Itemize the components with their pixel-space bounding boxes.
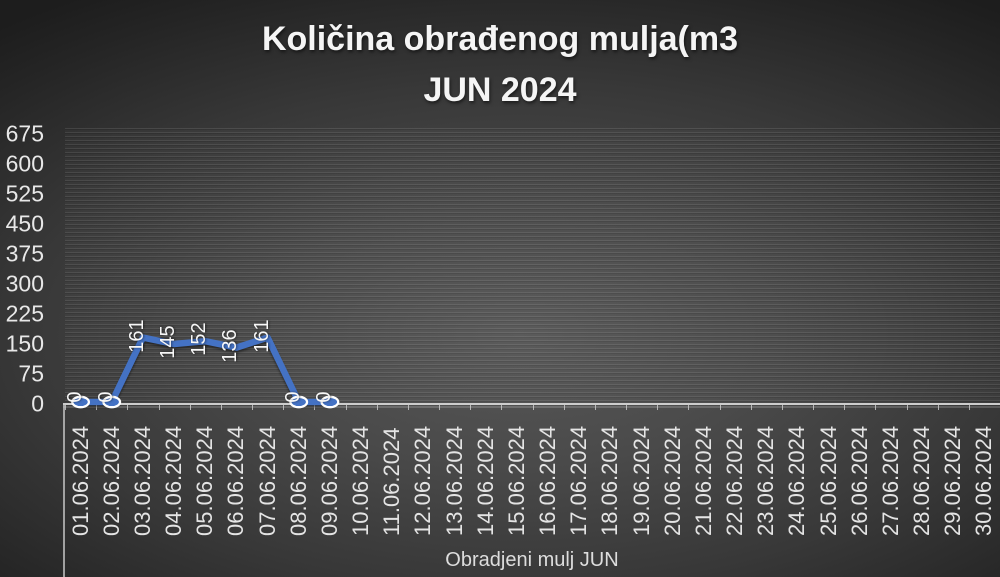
x-tick-mark	[688, 405, 690, 410]
x-axis-date-label: 21.06.2024	[690, 425, 716, 536]
x-axis-date-label: 26.06.2024	[846, 425, 872, 536]
x-axis-date-label: 18.06.2024	[597, 425, 623, 536]
x-tick-mark	[844, 405, 846, 410]
x-tick-mark	[968, 405, 970, 410]
x-axis-date-label: 10.06.2024	[348, 425, 374, 536]
x-tick-mark	[906, 405, 908, 410]
x-tick-mark	[626, 405, 627, 410]
y-tick-label: 225	[5, 300, 44, 327]
x-tick-mark	[875, 405, 877, 410]
x-axis-date-label: 22.06.2024	[722, 425, 748, 536]
y-tick-label: 0	[31, 390, 44, 417]
data-value-label: 161	[250, 318, 273, 353]
y-tick-label: 600	[5, 150, 44, 177]
x-axis-date-label: 06.06.2024	[223, 425, 249, 536]
x-axis-date-label: 03.06.2024	[129, 425, 155, 536]
x-tick-mark	[283, 405, 285, 410]
x-tick-mark	[439, 405, 440, 410]
x-axis-date-label: 20.06.2024	[659, 425, 685, 536]
data-value-label: 152	[188, 322, 211, 356]
chart-title: Količina obrađenog mulja(m3 JUN 2024	[0, 14, 1000, 116]
x-axis-date-label: 01.06.2024	[67, 425, 93, 536]
x-axis-date-label: 17.06.2024	[566, 425, 592, 536]
x-tick-mark	[501, 405, 503, 410]
x-tick-mark	[470, 405, 472, 410]
x-axis-date-label: 02.06.2024	[98, 425, 124, 536]
x-tick-mark	[127, 405, 129, 410]
x-axis-date-label: 04.06.2024	[161, 425, 187, 536]
x-tick-mark	[220, 405, 222, 410]
x-axis-line	[63, 403, 1000, 405]
chart-title-line1: Količina obrađenog mulja(m3	[261, 20, 739, 58]
x-tick-mark	[252, 405, 253, 410]
x-tick-mark	[345, 405, 347, 410]
x-tick-mark	[937, 405, 939, 410]
x-axis-date-label: 12.06.2024	[410, 425, 436, 536]
x-tick-mark	[96, 405, 98, 410]
y-tick-label: 675	[5, 120, 44, 147]
x-axis-date-label: 19.06.2024	[628, 425, 654, 536]
x-axis-date-label: 15.06.2024	[503, 425, 529, 536]
x-axis-date-label: 13.06.2024	[441, 425, 467, 536]
data-value-label: 145	[157, 325, 180, 359]
y-tick-label: 300	[5, 270, 44, 297]
x-axis-date-label: 25.06.2024	[815, 425, 841, 536]
data-value-label: 0	[63, 391, 86, 403]
x-axis-date-label: 08.06.2024	[285, 425, 311, 536]
x-axis-date-label: 29.06.2024	[940, 425, 966, 536]
x-tick-mark	[376, 405, 378, 410]
x-tick-mark	[750, 405, 752, 410]
data-value-label: 136	[219, 328, 242, 363]
x-tick-mark	[407, 405, 409, 410]
x-axis-date-label: 28.06.2024	[909, 425, 935, 536]
x-axis-title: Obradjeni mulj JUN	[445, 549, 619, 571]
x-tick-mark	[594, 405, 596, 410]
chart-title-line2: JUN 2024	[423, 71, 577, 109]
x-tick-mark	[781, 405, 783, 410]
x-axis-date-label: 23.06.2024	[753, 425, 779, 536]
category-axis-edge-line	[63, 403, 65, 577]
x-tick-mark	[657, 405, 659, 410]
x-axis-date-label: 07.06.2024	[254, 425, 280, 536]
x-tick-mark	[813, 405, 814, 410]
x-tick-mark	[719, 405, 721, 410]
x-axis-date-label: 11.06.2024	[379, 427, 405, 536]
x-axis-date-label: 09.06.2024	[316, 425, 342, 536]
x-tick-mark	[563, 405, 565, 410]
x-axis-date-label: 30.06.2024	[971, 425, 997, 536]
x-axis-date-label: 27.06.2024	[877, 425, 903, 536]
x-tick-mark	[532, 405, 534, 410]
y-tick-label: 75	[18, 360, 44, 387]
x-axis-date-label: 14.06.2024	[472, 425, 498, 536]
data-value-label: 0	[281, 391, 304, 403]
y-tick-label: 450	[5, 210, 44, 237]
y-tick-label: 375	[5, 240, 44, 267]
x-axis-date-label: 16.06.2024	[535, 425, 561, 536]
data-value-label: 0	[312, 391, 335, 403]
x-axis-date-label: 05.06.2024	[192, 425, 218, 536]
y-tick-label: 150	[5, 330, 44, 357]
x-axis-date-label: 24.06.2024	[784, 425, 810, 536]
data-value-label: 161	[125, 318, 148, 353]
x-tick-mark	[65, 405, 66, 410]
y-tick-label: 525	[5, 180, 44, 207]
x-tick-mark	[189, 405, 191, 410]
x-tick-mark	[314, 405, 316, 410]
x-tick-mark	[158, 405, 160, 410]
plot-area	[65, 128, 1000, 404]
data-value-label: 0	[94, 391, 117, 403]
